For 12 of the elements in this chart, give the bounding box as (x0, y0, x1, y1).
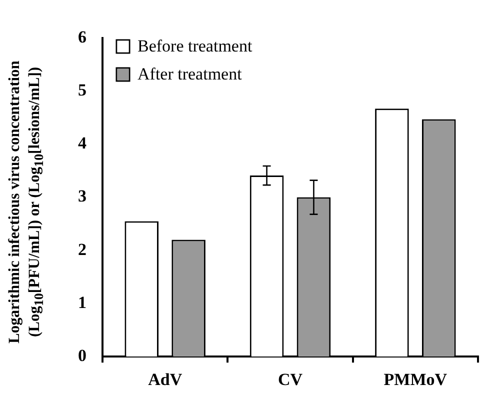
x-tick-label: CV (278, 370, 304, 390)
x-tick-label: AdV (148, 370, 183, 390)
y-tick-label: 0 (78, 346, 86, 365)
legend-label: Before treatment (138, 36, 252, 56)
y-tick-label: 3 (78, 186, 86, 206)
y-tick-label: 4 (78, 134, 87, 153)
y-tick-label: 2 (78, 240, 86, 259)
legend-label: After treatment (138, 64, 242, 84)
y-tick-label: 6 (78, 27, 86, 46)
y-tick-label: 1 (78, 292, 86, 312)
x-tick-label: PMMoV (384, 370, 448, 390)
y-tick-label: 5 (78, 80, 86, 100)
